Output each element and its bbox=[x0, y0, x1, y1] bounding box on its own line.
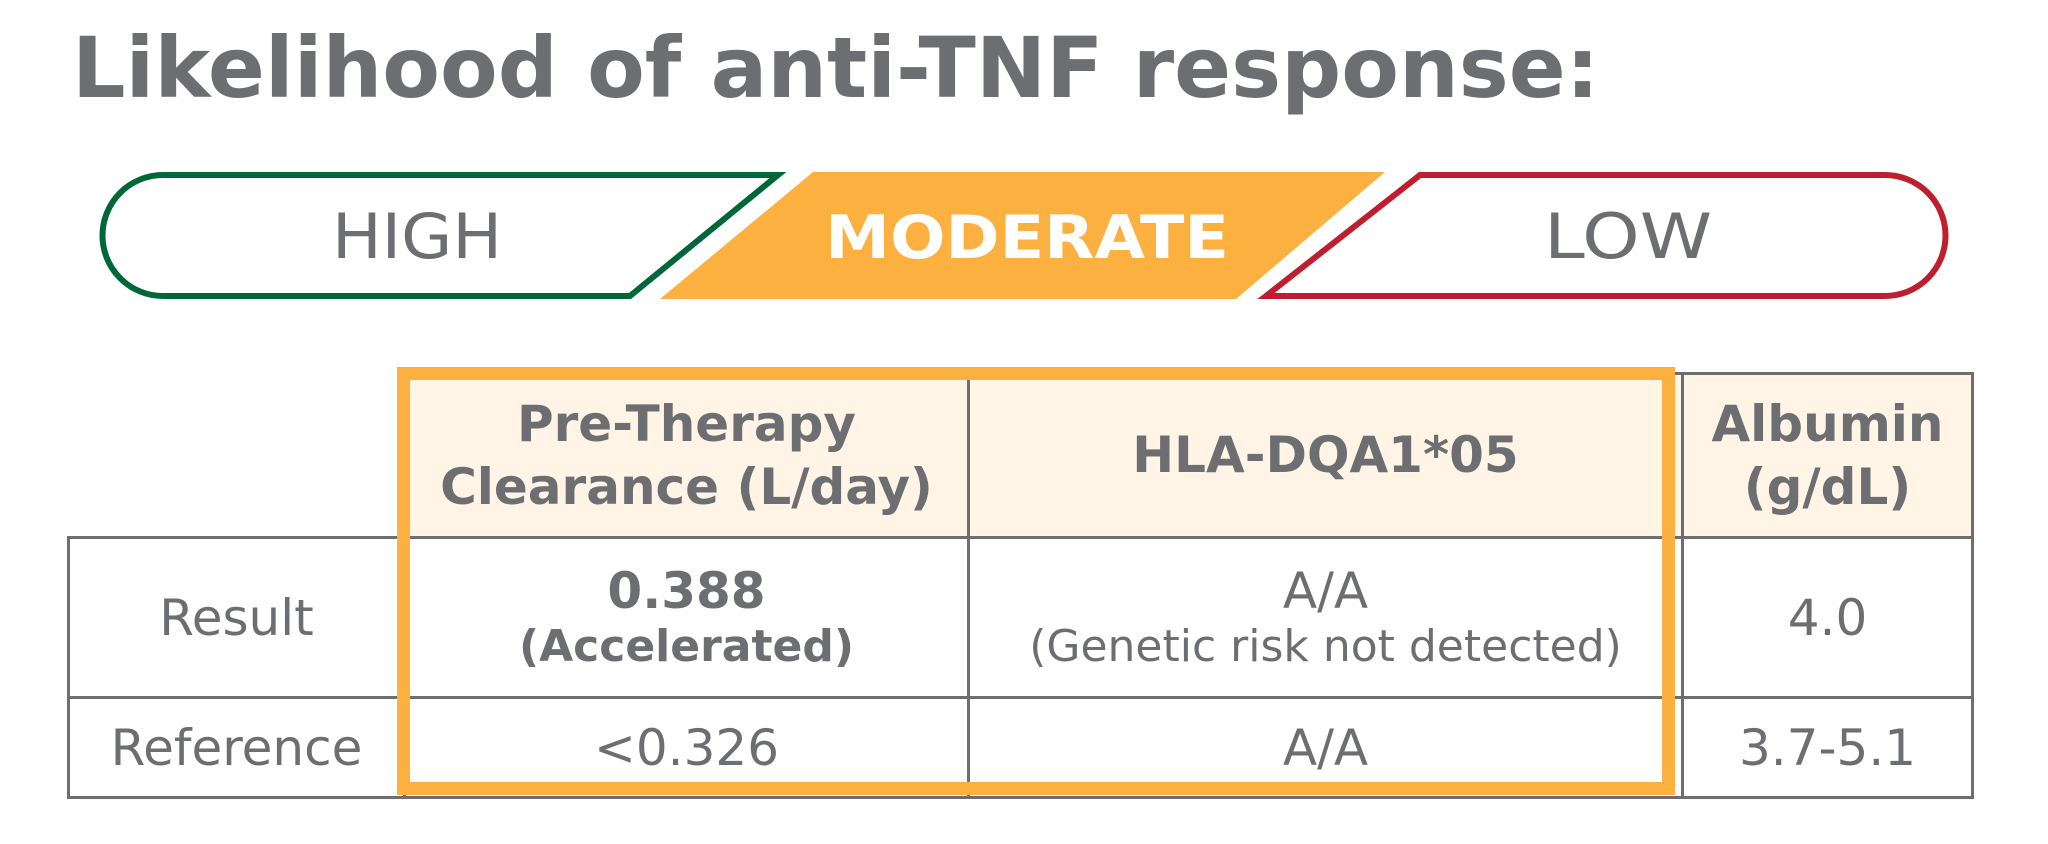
header-albumin-line1: Albumin bbox=[1711, 395, 1944, 453]
table-row-reference: Reference <0.326 A/A 3.7-5.1 bbox=[67, 696, 1974, 799]
scale-low-shape bbox=[1257, 172, 1949, 299]
reference-hla-value: A/A bbox=[967, 696, 1684, 799]
header-blank-cell bbox=[68, 373, 406, 539]
reference-albumin-value: 3.7-5.1 bbox=[1681, 696, 1974, 799]
scale-low-label: LOW bbox=[1544, 200, 1712, 273]
table-header-row: Pre-Therapy Clearance (L/day) HLA-DQA1*0… bbox=[68, 372, 1974, 539]
result-clearance-note: (Accelerated) bbox=[519, 621, 854, 673]
reference-clearance-value: <0.326 bbox=[403, 696, 970, 799]
result-hla-cell: A/A (Genetic risk not detected) bbox=[967, 536, 1684, 699]
header-hla: HLA-DQA1*05 bbox=[967, 372, 1684, 539]
header-albumin-line2: (g/dL) bbox=[1743, 457, 1912, 516]
table-row-result: Result 0.388 (Accelerated) A/A (Genetic … bbox=[67, 536, 1974, 699]
scale-high-label: HIGH bbox=[332, 200, 502, 273]
scale-moderate-shape bbox=[660, 172, 1385, 299]
header-clearance: Pre-Therapy Clearance (L/day) bbox=[403, 372, 970, 539]
page-title: Likelihood of anti-TNF response: bbox=[72, 19, 1600, 117]
result-hla-note: (Genetic risk not detected) bbox=[1029, 621, 1622, 673]
header-clearance-line2: Clearance (L/day) bbox=[440, 457, 933, 516]
header-albumin: Albumin (g/dL) bbox=[1681, 372, 1974, 539]
scale-moderate-label: MODERATE bbox=[825, 203, 1229, 273]
row-label-result: Result bbox=[67, 536, 406, 699]
results-table: Pre-Therapy Clearance (L/day) HLA-DQA1*0… bbox=[67, 372, 1974, 799]
result-clearance-value: 0.388 bbox=[607, 562, 766, 621]
scale-high-shape bbox=[99, 172, 787, 299]
result-hla-value: A/A bbox=[1282, 562, 1369, 621]
header-clearance-line1: Pre-Therapy bbox=[516, 395, 856, 453]
result-clearance-cell: 0.388 (Accelerated) bbox=[403, 536, 970, 699]
result-albumin-value: 4.0 bbox=[1681, 536, 1974, 699]
row-label-reference: Reference bbox=[67, 696, 406, 799]
